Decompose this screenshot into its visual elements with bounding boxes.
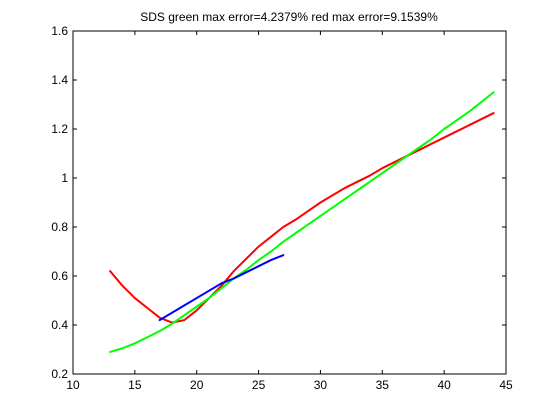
x-tick-label: 25 xyxy=(252,378,266,392)
y-tick-label: 0.6 xyxy=(51,269,68,283)
y-tick-label: 0.8 xyxy=(51,220,68,234)
chart-title: SDS green max error=4.2379% red max erro… xyxy=(140,10,438,24)
series-line-3 xyxy=(158,254,285,322)
tick-layer: 10 15 20 25 30 35 40 45 0.2 0.4 0.6 0.8 1 1.2 1.4 1.6 xyxy=(51,24,513,392)
axes-box xyxy=(72,30,507,375)
series-layer xyxy=(109,91,495,353)
y-tick-label: 1 xyxy=(61,171,68,185)
y-tick-label: 1.2 xyxy=(51,122,68,136)
x-tick-label: 40 xyxy=(437,378,451,392)
x-tick-label: 10 xyxy=(66,378,80,392)
x-tick-label: 45 xyxy=(499,378,513,392)
x-tick-label: 20 xyxy=(190,378,204,392)
y-tick-label: 1.6 xyxy=(51,24,68,38)
y-tick-label: 0.4 xyxy=(51,318,68,332)
x-tick-label: 35 xyxy=(376,378,390,392)
y-tick-label: 1.4 xyxy=(51,73,68,87)
x-tick-label: 15 xyxy=(128,378,142,392)
x-tick-label: 30 xyxy=(314,378,328,392)
series-line-2 xyxy=(109,91,495,353)
y-tick-label: 0.2 xyxy=(51,367,68,381)
axes-background xyxy=(73,31,506,374)
